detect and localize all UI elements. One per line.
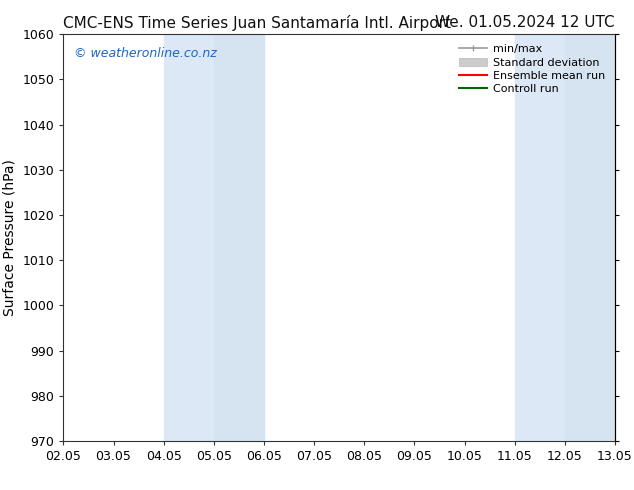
Text: CMC-ENS Time Series Juan Santamaría Intl. Airport: CMC-ENS Time Series Juan Santamaría Intl… bbox=[63, 15, 451, 31]
Legend: min/max, Standard deviation, Ensemble mean run, Controll run: min/max, Standard deviation, Ensemble me… bbox=[455, 40, 609, 99]
Y-axis label: Surface Pressure (hPa): Surface Pressure (hPa) bbox=[3, 159, 17, 316]
Bar bbox=[214, 34, 264, 441]
Text: © weatheronline.co.nz: © weatheronline.co.nz bbox=[74, 47, 217, 59]
Text: We. 01.05.2024 12 UTC: We. 01.05.2024 12 UTC bbox=[436, 15, 615, 30]
Bar bbox=[515, 34, 565, 441]
Bar bbox=[565, 34, 615, 441]
Bar bbox=[164, 34, 214, 441]
